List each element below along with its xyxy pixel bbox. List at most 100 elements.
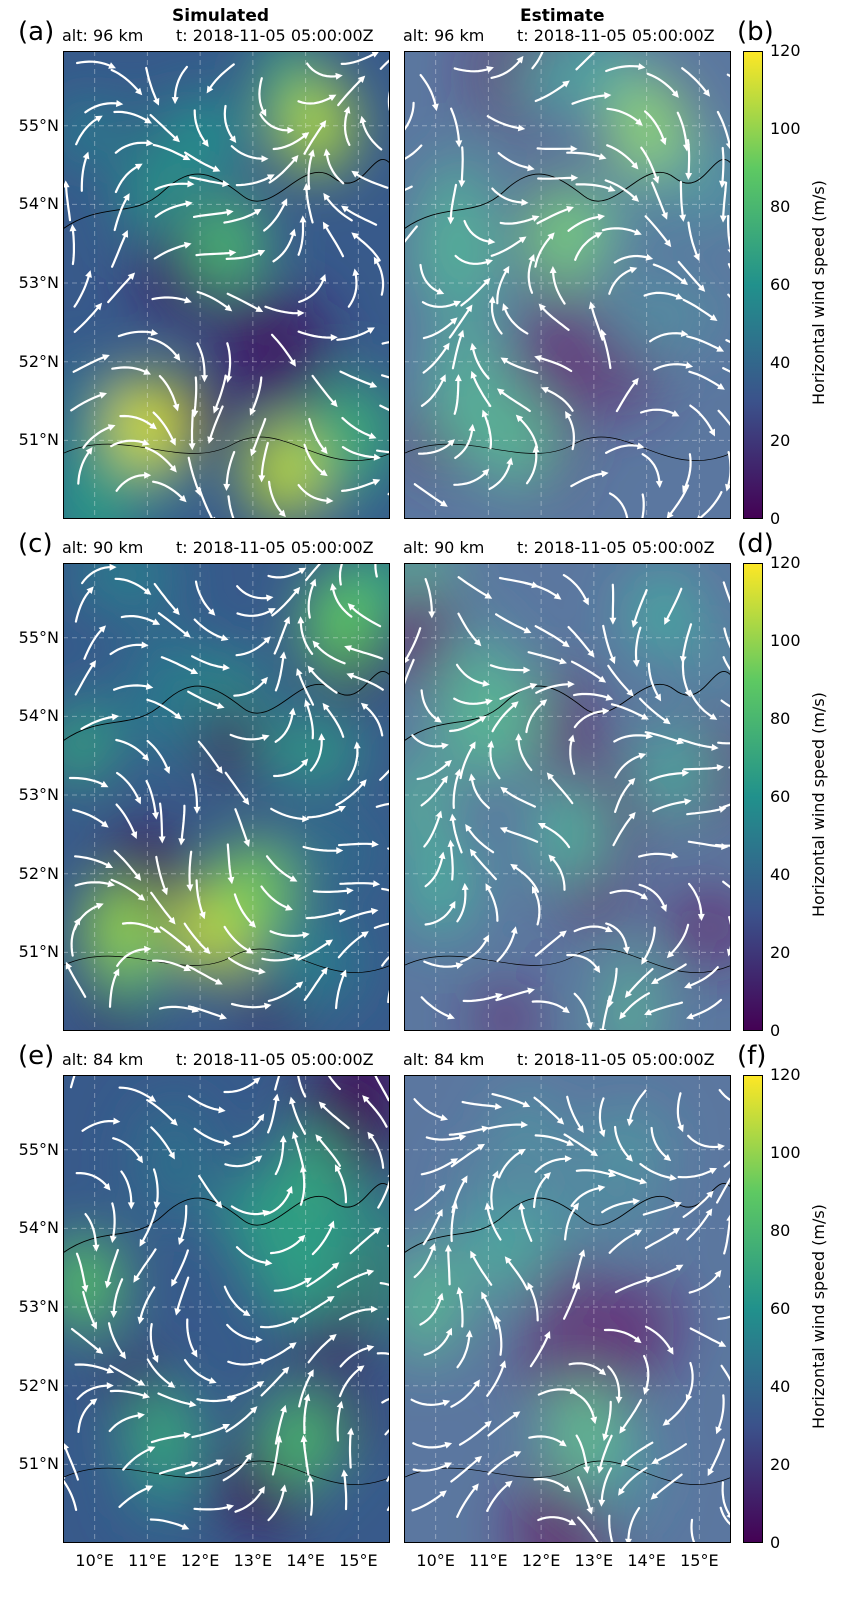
streamline [149, 1518, 187, 1529]
streamline-arrow [309, 578, 317, 587]
streamline [196, 1397, 235, 1403]
panel-label: (c) [18, 529, 53, 559]
streamline-arrow [439, 374, 446, 383]
streamline-arrow [510, 926, 518, 934]
streamline [299, 1168, 306, 1206]
streamline-arrow [328, 1220, 335, 1229]
streamline [191, 1424, 228, 1439]
streamline-arrow [137, 1379, 146, 1386]
streamline-arrow [178, 1237, 185, 1245]
streamline [349, 1228, 379, 1255]
streamline [570, 1186, 603, 1207]
streamline-arrow [527, 987, 535, 995]
streamline [416, 761, 450, 781]
streamline-arrow [499, 1360, 507, 1369]
lon-tick-label: 15°E [339, 1551, 378, 1570]
streamline [453, 377, 460, 415]
streamline [566, 1095, 583, 1131]
streamline [551, 268, 566, 305]
streamline [543, 387, 574, 412]
uncertainty-mask [404, 51, 731, 519]
streamline-arrow [99, 391, 108, 399]
streamline [336, 1270, 372, 1288]
streamline [627, 1506, 641, 1543]
streamline [381, 374, 390, 379]
streamline-arrow [283, 616, 291, 625]
streamline [110, 68, 141, 94]
streamline-arrow [604, 925, 613, 933]
streamline-arrow [243, 839, 250, 847]
streamline [363, 1097, 388, 1128]
streamline [187, 1095, 223, 1112]
streamline-arrow [709, 314, 718, 321]
timestamp-label: t: 2018-11-05 05:00:00Z [176, 26, 374, 45]
streamline-arrow [144, 945, 152, 953]
streamline-arrow [632, 1198, 641, 1205]
streamline-arrow [300, 758, 309, 767]
streamline [75, 116, 101, 146]
streamline [404, 144, 423, 161]
streamline [267, 568, 304, 579]
streamline [267, 1487, 286, 1522]
streamline-arrow [567, 680, 575, 688]
streamline [68, 776, 106, 787]
streamline [368, 1133, 385, 1169]
streamline [225, 1407, 256, 1433]
streamline-arrow [260, 676, 268, 685]
streamline-arrow [677, 1124, 684, 1133]
streamline-arrow [482, 468, 490, 477]
streamline [499, 389, 531, 413]
streamline [567, 215, 603, 232]
streamline-arrow [297, 309, 305, 317]
streamline-arrow [608, 1170, 617, 1178]
streamline [534, 234, 554, 268]
streamline [413, 1098, 446, 1120]
streamline [653, 963, 687, 984]
streamline [270, 333, 295, 365]
streamline-arrow [370, 907, 379, 915]
streamline [690, 1518, 696, 1543]
streamline-arrow [598, 1129, 606, 1138]
speed-hotspot [278, 77, 355, 174]
streamline [619, 1466, 648, 1494]
streamline [193, 1127, 229, 1145]
streamline [299, 1297, 333, 1318]
streamline [686, 335, 722, 351]
streamline [226, 1323, 260, 1341]
speed-hotspot [63, 1235, 123, 1332]
lat-tick-label: 54°N [18, 1218, 59, 1238]
streamline-arrow [718, 180, 726, 188]
streamline-arrow [442, 342, 450, 351]
streamline [152, 480, 185, 501]
streamline-arrow [123, 193, 130, 201]
streamline [226, 843, 233, 882]
streamline [258, 77, 266, 115]
streamline [528, 1435, 565, 1446]
streamline-arrow [207, 608, 216, 616]
streamline [338, 1308, 376, 1321]
streamline-arrow [523, 666, 531, 674]
streamline-arrow [434, 715, 442, 723]
streamline-arrow [285, 904, 293, 911]
streamline [620, 992, 650, 1018]
streamline [566, 953, 600, 971]
streamline-arrow [352, 268, 360, 277]
colorbar-tick-label: 80 [770, 197, 791, 216]
streamline-arrow [453, 300, 462, 308]
streamline [643, 291, 681, 299]
streamline [146, 698, 180, 719]
streamline [598, 1434, 613, 1471]
streamline [678, 737, 716, 749]
streamline-arrow [717, 383, 725, 390]
streamline [267, 982, 302, 1002]
streamline [323, 224, 345, 258]
streamline-arrow [250, 1406, 258, 1414]
streamline-arrow [287, 126, 295, 134]
streamline [80, 154, 89, 192]
streamline-arrow [137, 1316, 145, 1325]
streamline [459, 743, 475, 780]
streamline [575, 1169, 614, 1176]
streamline-arrow [281, 1366, 290, 1375]
streamline-arrow [645, 732, 654, 740]
streamline-arrow [127, 272, 136, 280]
